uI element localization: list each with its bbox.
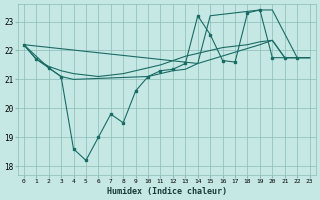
X-axis label: Humidex (Indice chaleur): Humidex (Indice chaleur) (107, 187, 227, 196)
